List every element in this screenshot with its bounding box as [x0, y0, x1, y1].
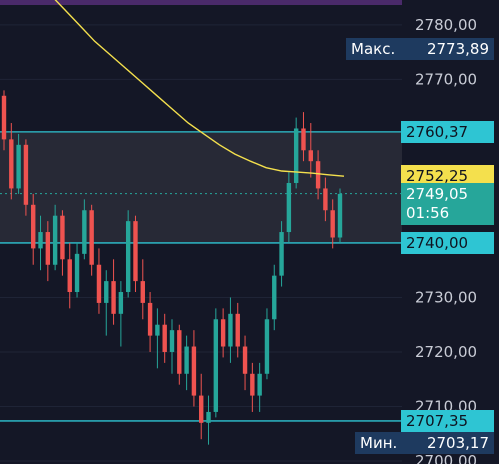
candle-body — [9, 139, 14, 189]
y-tick-label: 2780,00 — [415, 16, 477, 34]
candle-body — [67, 259, 72, 293]
min-prefix: Мин. — [360, 434, 398, 452]
candle-body — [74, 253, 80, 293]
candle-body — [213, 319, 219, 412]
candle-body — [125, 221, 131, 293]
candle-body — [286, 182, 292, 233]
candle-body — [250, 373, 255, 396]
candles — [1, 90, 343, 445]
candle-body — [337, 193, 343, 238]
candle-body — [191, 346, 197, 396]
ma-line — [54, 0, 345, 177]
min-value: 2703,17 — [426, 434, 489, 452]
min-price-badge: Мин. 2703,17 — [355, 432, 494, 454]
candle-body — [104, 281, 109, 303]
candle-body — [155, 324, 160, 336]
current-price-badge: 2749,05 01:56 — [401, 182, 494, 225]
candle-body — [31, 204, 36, 249]
candle-body — [118, 292, 124, 314]
candle-body — [45, 232, 51, 265]
candle-body — [272, 275, 277, 320]
upper-level-label: 2760,37 — [406, 122, 469, 141]
candle-body — [264, 319, 270, 374]
bottom-level-label: 2707,35 — [406, 411, 469, 430]
candle-body — [293, 128, 299, 183]
countdown-label: 01:56 — [406, 203, 450, 222]
candle-body — [308, 150, 313, 162]
upper-level-badge: 2760,37 — [401, 120, 494, 143]
candle-body — [23, 144, 29, 205]
lower-level-badge: 2740,00 — [401, 231, 494, 254]
candle-body — [199, 395, 204, 423]
current-price-label: 2749,05 — [406, 184, 469, 203]
y-tick-label: 2770,00 — [415, 70, 477, 88]
candle-body — [220, 319, 226, 347]
max-prefix: Макс. — [351, 40, 396, 58]
candle-body — [206, 411, 211, 423]
y-tick-label: 2700,00 — [415, 452, 477, 464]
y-tick-label: 2730,00 — [415, 288, 477, 306]
candle-body — [301, 128, 306, 151]
candle-body — [60, 215, 65, 260]
candle-body — [133, 221, 138, 282]
y-axis-ticks: 2780,002770,002730,002720,002710,002700,… — [415, 16, 477, 464]
candle-body — [242, 346, 248, 374]
candle-body — [52, 215, 58, 265]
max-price-badge: Макс. 2773,89 — [346, 38, 494, 60]
candle-body — [111, 281, 116, 314]
range-zone — [0, 131, 402, 422]
candle-body — [279, 232, 284, 276]
y-tick-label: 2720,00 — [415, 343, 477, 361]
candle-body — [147, 302, 153, 336]
max-value: 2773,89 — [426, 40, 489, 58]
candle-body — [89, 210, 94, 265]
candle-body — [96, 264, 102, 303]
candle-body — [330, 210, 335, 238]
candle-body — [140, 281, 145, 303]
candle-body — [235, 313, 240, 347]
candle-body — [162, 324, 167, 352]
candle-body — [177, 330, 182, 374]
ma-value-label: 2752,25 — [406, 167, 469, 186]
moving-average — [54, 0, 345, 177]
candle-body — [323, 188, 328, 211]
lower-level-label: 2740,00 — [406, 233, 469, 252]
candle-body — [16, 144, 21, 189]
top-band — [0, 0, 402, 5]
bottom-level-badge: 2707,35 — [401, 409, 494, 432]
candle-body — [1, 95, 7, 140]
candle-body — [228, 313, 233, 347]
ma-value-badge: 2752,25 — [401, 165, 494, 188]
range-zone-fill — [0, 131, 402, 243]
candle-body — [38, 232, 43, 249]
candle-body — [184, 346, 189, 374]
candle-body — [315, 161, 321, 189]
candle-body — [169, 330, 175, 352]
candle-body — [257, 373, 262, 396]
candle-body — [82, 210, 87, 254]
grid — [0, 24, 402, 462]
